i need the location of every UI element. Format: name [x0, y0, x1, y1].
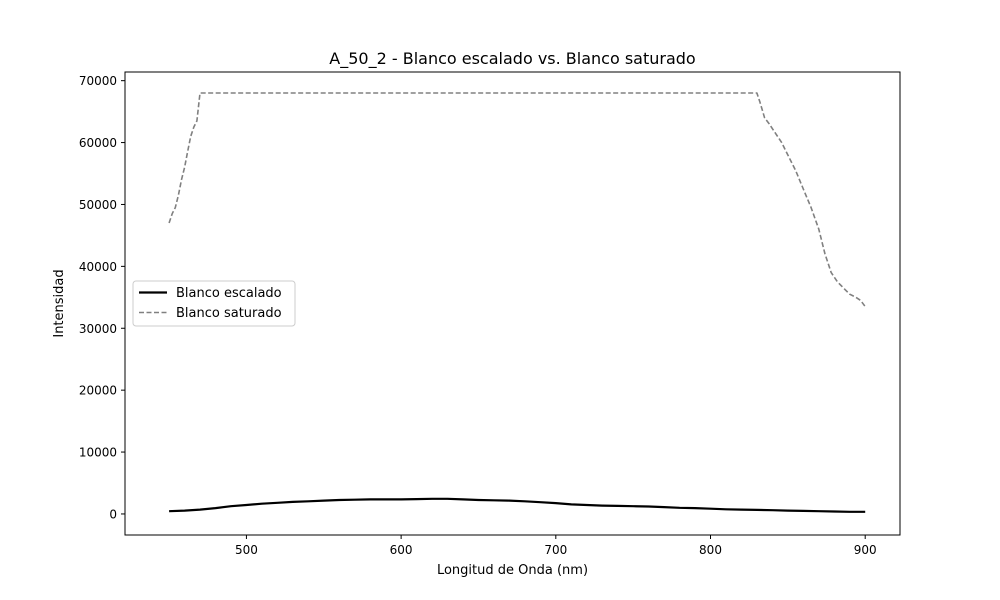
series-layer [168, 92, 866, 513]
y-tick-label: 40000 [79, 260, 117, 274]
legend-label: Blanco saturado [176, 306, 282, 321]
x-tick-label: 700 [544, 543, 567, 557]
x-tick-label: 800 [699, 543, 722, 557]
x-axis-ticks: 500 600 700 800 900 [235, 535, 877, 557]
chart-title: A_50_2 - Blanco escalado vs. Blanco satu… [329, 49, 695, 69]
y-axis-ticks: 0 10000 20000 30000 40000 50000 60000 70000 [79, 74, 125, 521]
series-line-1 [169, 497, 866, 513]
x-tick-label: 500 [235, 543, 258, 557]
y-tick-label: 50000 [79, 198, 117, 212]
legend-box [132, 280, 296, 327]
y-tick-label: 30000 [79, 322, 117, 336]
x-axis-label: Longitud de Onda (nm) [437, 563, 588, 578]
legend: Blanco escalado Blanco saturado [132, 280, 296, 327]
y-tick-label: 60000 [79, 136, 117, 150]
x-tick-label: 600 [390, 543, 413, 557]
series-line-2 [168, 92, 866, 308]
axes-frame [124, 71, 901, 536]
y-tick-label: 20000 [79, 384, 117, 398]
y-tick-label: 10000 [79, 446, 117, 460]
x-tick-label: 900 [854, 543, 877, 557]
y-tick-label: 0 [109, 507, 117, 521]
y-axis-label: Intensidad [52, 269, 67, 337]
y-tick-label: 70000 [79, 74, 117, 88]
legend-label: Blanco escalado [176, 286, 282, 301]
